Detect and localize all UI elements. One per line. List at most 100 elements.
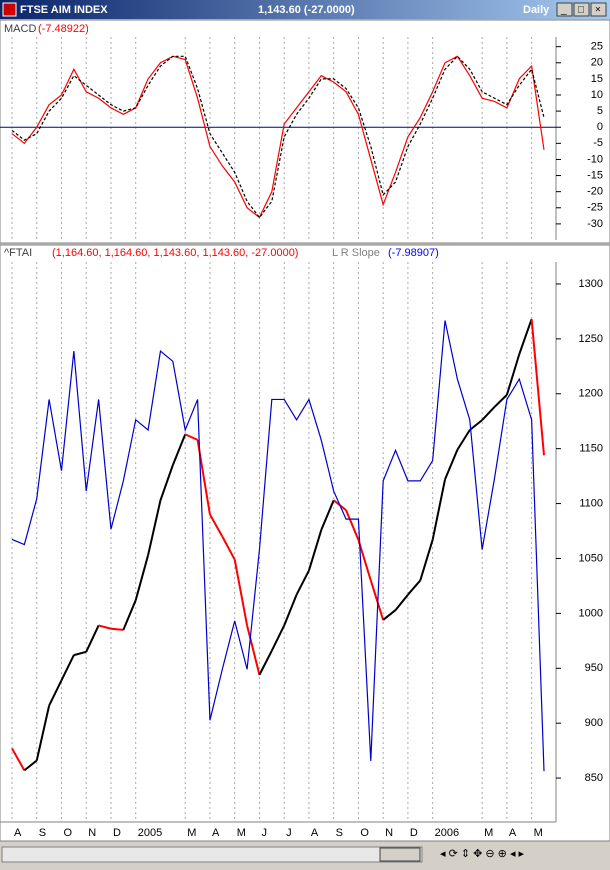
price-segment xyxy=(171,434,187,466)
y-tick-label: 1100 xyxy=(579,497,603,509)
y-tick-label: 1250 xyxy=(579,333,603,345)
y-tick-label: -10 xyxy=(587,153,603,165)
price-segment xyxy=(345,509,360,541)
x-tick-label: 2006 xyxy=(435,827,459,839)
price-segment xyxy=(134,554,150,601)
x-tick-label: D xyxy=(410,827,418,839)
svg-text:_: _ xyxy=(560,5,567,16)
x-tick-label: J xyxy=(261,827,267,839)
series-line xyxy=(11,320,545,772)
price-segment xyxy=(505,353,521,396)
price-segment xyxy=(60,654,75,681)
price-segment xyxy=(481,406,496,421)
y-tick-label: 850 xyxy=(585,772,603,784)
price-segment xyxy=(147,500,162,556)
price-segment xyxy=(295,570,310,596)
svg-text:×: × xyxy=(595,5,601,16)
price-title: ^FTAI xyxy=(4,247,32,259)
y-tick-label: 5 xyxy=(597,105,603,117)
x-tick-label: O xyxy=(63,827,72,839)
x-tick-label: N xyxy=(385,827,393,839)
window-period: Daily xyxy=(523,4,550,16)
series-line xyxy=(11,55,545,219)
price-segment xyxy=(258,650,273,676)
window-buttons[interactable]: _ □ × xyxy=(556,2,607,17)
scrollbar[interactable]: ◂ ⟳ ⇕ ✥ ⊖ ⊕ ◂ ▸ xyxy=(0,845,610,865)
x-tick-label: D xyxy=(113,827,121,839)
x-tick-label: A xyxy=(14,827,22,839)
price-segment xyxy=(11,747,26,771)
macd-panel xyxy=(0,19,610,244)
app-icon xyxy=(2,2,17,17)
window-title: FTSE AIM INDEX xyxy=(20,4,108,16)
price-segment xyxy=(518,318,533,355)
price-segment xyxy=(270,625,286,652)
x-tick-label: M xyxy=(187,827,196,839)
x-tick-label: 2005 xyxy=(138,827,162,839)
price-segment xyxy=(246,625,261,676)
price-segment xyxy=(493,394,508,408)
y-tick-label: 0 xyxy=(597,121,603,133)
price-segment xyxy=(431,479,447,541)
price-segment xyxy=(122,599,137,631)
price-segment xyxy=(110,627,124,631)
price-segment xyxy=(382,609,397,621)
price-segment xyxy=(469,419,483,431)
macd-title: MACD xyxy=(4,23,36,35)
price-segment xyxy=(23,759,38,772)
x-tick-label: M xyxy=(237,827,246,839)
x-tick-label: S xyxy=(39,827,46,839)
y-tick-label: 1000 xyxy=(579,607,603,619)
price-panel xyxy=(0,244,610,842)
y-tick-label: -5 xyxy=(593,137,603,149)
title-bar xyxy=(0,0,610,19)
x-tick-label: M xyxy=(484,827,493,839)
price-segment xyxy=(530,319,545,456)
price-segment xyxy=(456,429,471,451)
price-segment xyxy=(320,499,335,531)
x-tick-label: N xyxy=(88,827,96,839)
y-tick-label: -20 xyxy=(587,186,603,198)
y-tick-label: -30 xyxy=(587,218,603,230)
price-value: (1,164.60, 1,164.60, 1,143.60, 1,143.60,… xyxy=(52,247,298,259)
price-segment xyxy=(369,580,385,621)
svg-text:□: □ xyxy=(578,5,584,16)
series-line xyxy=(11,55,545,219)
y-tick-label: 20 xyxy=(591,57,603,69)
y-tick-label: 950 xyxy=(585,662,603,674)
price-segment xyxy=(159,464,174,501)
y-tick-label: 1200 xyxy=(579,388,603,400)
svg-text:◂ ⟳ ⇕ ✥ ⊖ ⊕ ◂ ▸: ◂ ⟳ ⇕ ✥ ⊖ ⊕ ◂ ▸ xyxy=(440,848,525,860)
price-segment xyxy=(48,679,63,707)
price-segment xyxy=(357,539,372,581)
x-tick-label: J xyxy=(286,827,292,839)
x-tick-label: S xyxy=(336,827,343,839)
price-segment xyxy=(419,539,434,581)
x-tick-label: O xyxy=(360,827,369,839)
y-tick-label: 15 xyxy=(591,73,603,85)
y-tick-label: 10 xyxy=(591,89,603,101)
x-tick-label: M xyxy=(534,827,543,839)
y-tick-label: -15 xyxy=(587,169,603,181)
price-segment xyxy=(209,514,224,538)
x-tick-label: A xyxy=(509,827,517,839)
price-segment xyxy=(184,433,198,441)
price-segment xyxy=(221,536,236,561)
window-quote: 1,143.60 (-27.0000) xyxy=(258,4,355,16)
price-segment xyxy=(444,449,459,480)
y-tick-label: -25 xyxy=(587,202,603,214)
price-segment xyxy=(307,529,323,571)
price-segment xyxy=(73,650,87,657)
price-segment xyxy=(35,705,51,761)
price-segment xyxy=(283,594,298,626)
macd-value: (-7.48922) xyxy=(38,23,89,35)
y-tick-label: 25 xyxy=(591,41,603,53)
price-segment xyxy=(394,594,409,611)
price-segment xyxy=(233,559,249,626)
y-tick-label: 1150 xyxy=(579,443,603,455)
x-tick-label: A xyxy=(212,827,220,839)
y-tick-label: 900 xyxy=(585,717,603,729)
price-segment xyxy=(407,579,422,596)
